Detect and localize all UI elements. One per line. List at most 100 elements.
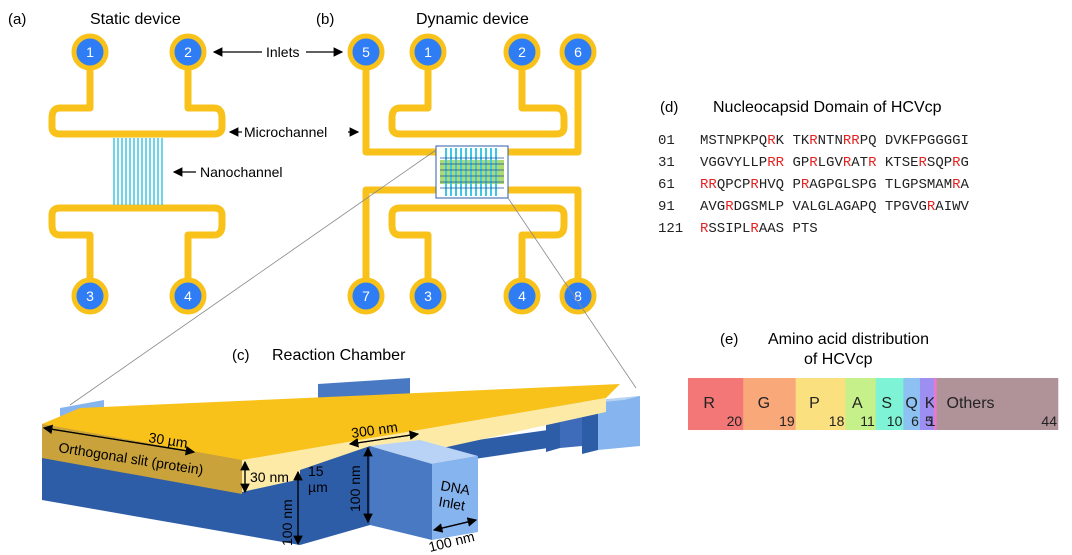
height-label-b: 100 nm bbox=[279, 499, 295, 546]
svg-text:Microchannel: Microchannel bbox=[244, 124, 327, 140]
sequence-block-segment: PRAGPGLSPG bbox=[792, 177, 877, 193]
svg-text:3: 3 bbox=[86, 288, 94, 304]
static-inlet-4: 4 bbox=[169, 277, 207, 315]
svg-text:7: 7 bbox=[362, 288, 370, 304]
distribution-count: 11 bbox=[860, 413, 875, 429]
svg-text:3: 3 bbox=[424, 288, 432, 304]
sequence-block-segment: RRQPCPRHVQ bbox=[700, 177, 785, 193]
svg-text:2: 2 bbox=[184, 44, 192, 60]
distribution-label: G bbox=[758, 395, 770, 412]
distribution-label: A bbox=[852, 395, 863, 412]
static-inlet-3: 3 bbox=[71, 277, 109, 315]
inlets-annotation: Inlets bbox=[212, 44, 344, 60]
sequence-block-segment: MSTNPKPQRK bbox=[700, 133, 785, 149]
distribution-label: K bbox=[925, 395, 936, 412]
sequence-block-segment: DVKFPGGGGI bbox=[884, 133, 969, 149]
svg-text:Inlets: Inlets bbox=[266, 44, 299, 60]
dynamic-inlet-7: 7 bbox=[347, 277, 385, 315]
distribution-count: 1 bbox=[928, 413, 936, 429]
dynamic-inlet-4: 4 bbox=[503, 277, 541, 315]
static-inlet-2: 2 bbox=[169, 33, 207, 71]
distribution-segment-q bbox=[903, 378, 921, 430]
distribution-label: Others bbox=[947, 395, 995, 412]
distribution-bar: R20G19P18A11S10Q6K5E1Others44 bbox=[688, 378, 1059, 430]
dynamic-inlet-1: 1 bbox=[409, 33, 447, 71]
gap-label-2: µm bbox=[308, 479, 328, 495]
panel-e-title-2: of HCVcp bbox=[804, 351, 873, 368]
panel-e: (e) Amino acid distribution of HCVcp R 20… bbox=[688, 331, 1059, 430]
distribution-segment-others bbox=[936, 378, 1059, 430]
svg-text:4: 4 bbox=[184, 288, 192, 304]
svg-text:5: 5 bbox=[362, 44, 370, 60]
zoom-lines bbox=[69, 149, 637, 406]
dynamic-inlet-5: 5 bbox=[347, 33, 385, 71]
static-nanochannels bbox=[113, 138, 163, 205]
svg-text:2: 2 bbox=[518, 44, 526, 60]
sequence-block-segment: TLGPSMAMRA bbox=[884, 177, 969, 193]
sequence-block-segment: PTS bbox=[792, 221, 818, 237]
dynamic-inlet-2: 2 bbox=[503, 33, 541, 71]
panel-a: (a) Static device 1 bbox=[8, 11, 360, 315]
panel-e-label: (e) bbox=[720, 331, 738, 348]
dynamic-microchannels bbox=[362, 61, 582, 294]
svg-text:1: 1 bbox=[424, 44, 432, 60]
distribution-segment-s bbox=[875, 378, 904, 430]
distribution-segment-e bbox=[933, 378, 937, 430]
sequence-block-segment: VGGVYLLPRR bbox=[700, 155, 785, 171]
distribution-count: 44 bbox=[1041, 413, 1057, 429]
height-label-a: 100 nm bbox=[347, 465, 363, 512]
sequence-row: 01 MSTNPKPQRK TKRNTNRRPQ DVKFPGGGGI bbox=[658, 130, 969, 152]
distribution-count: 18 bbox=[829, 413, 845, 429]
panel-d: (d) Nucleocapsid Domain of HCVcp bbox=[660, 99, 942, 116]
sequence-index: 91 bbox=[658, 199, 675, 215]
panel-b: (b) Dynamic device bbox=[69, 11, 637, 406]
panel-c: (c) Reaction Chamber bbox=[42, 347, 640, 555]
width-label: 30 µm bbox=[148, 429, 189, 451]
distribution-segment-k bbox=[919, 378, 935, 430]
sequence-block-segment: TPGVGRAIWV bbox=[884, 199, 969, 215]
distribution-segment-a bbox=[845, 378, 877, 430]
sequence-index: 121 bbox=[658, 221, 684, 237]
chamber-center-block bbox=[300, 440, 478, 545]
static-inlet-1: 1 bbox=[71, 33, 109, 71]
distribution-segment-g bbox=[743, 378, 796, 430]
sequence-block: 01 MSTNPKPQRK TKRNTNRRPQ DVKFPGGGGI 31 VGGV… bbox=[658, 130, 969, 240]
sequence-block-segment: RSSIPLRAAS bbox=[700, 221, 785, 237]
distribution-count: 20 bbox=[727, 413, 743, 429]
svg-text:Nanochannel: Nanochannel bbox=[200, 164, 283, 180]
sequence-block-segment: VALGLAGAPQ bbox=[792, 199, 877, 215]
gap-label-1: 15 bbox=[308, 463, 324, 479]
dynamic-inlets: 5 1 2 6 7 3 4 bbox=[347, 33, 597, 315]
microchannel-annotation: Microchannel bbox=[228, 124, 360, 140]
depth-label: 300 nm bbox=[350, 419, 398, 441]
distribution-label: R bbox=[703, 395, 715, 412]
svg-text:6: 6 bbox=[574, 44, 582, 60]
dna-inlet-label-1: DNA bbox=[439, 477, 472, 498]
sequence-block-segment: AVGRDGSMLP bbox=[700, 199, 785, 215]
distribution-count: 19 bbox=[779, 413, 795, 429]
nanochannel-annotation: Nanochannel bbox=[172, 164, 283, 180]
distribution-label: S bbox=[881, 395, 892, 412]
distribution-count: 5 bbox=[925, 413, 933, 429]
svg-text:1: 1 bbox=[86, 44, 94, 60]
sequence-row: 31 VGGVYLLPRR GPRLGVRATR KTSERSQPRG bbox=[658, 152, 969, 174]
sequence-index: 31 bbox=[658, 155, 675, 171]
dna-inlet-label-2: Inlet bbox=[437, 493, 466, 513]
sequence-block-segment: GPRLGVRATR bbox=[792, 155, 877, 171]
panel-d-label: (d) bbox=[660, 99, 678, 116]
distribution-count: 6 bbox=[911, 413, 919, 429]
chamber-dimensions bbox=[42, 424, 478, 546]
sequence-row: 91 AVGRDGSMLP VALGLAGAPQ TPGVGRAIWV bbox=[658, 196, 969, 218]
panel-a-label: (a) bbox=[8, 11, 26, 28]
orthogonal-slit bbox=[42, 424, 242, 494]
slit-height-label: 30 nm bbox=[250, 469, 289, 485]
dynamic-inlet-8: 8 bbox=[559, 277, 597, 315]
dynamic-inlet-3: 3 bbox=[409, 277, 447, 315]
sequence-row: 121 RSSIPLRAAS PTS bbox=[658, 218, 969, 240]
svg-text:8: 8 bbox=[574, 288, 582, 304]
distribution-label: Q bbox=[905, 395, 917, 412]
svg-text:4: 4 bbox=[518, 288, 526, 304]
distribution-label: P bbox=[809, 395, 820, 412]
sequence-index: 01 bbox=[658, 133, 675, 149]
